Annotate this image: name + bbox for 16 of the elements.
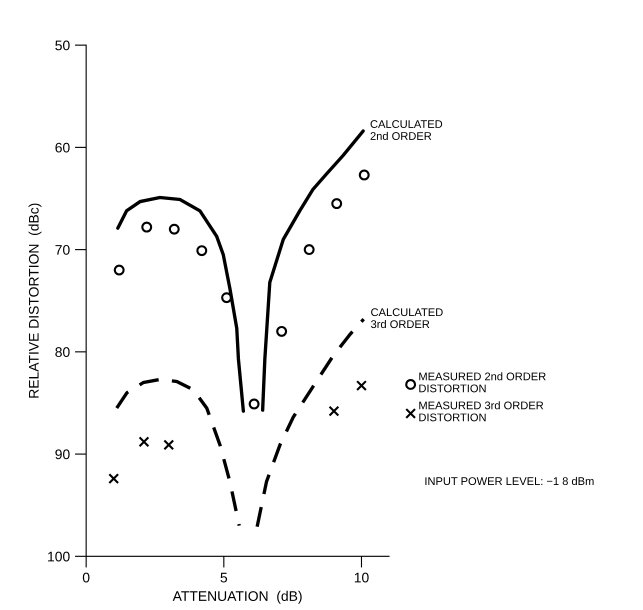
series-label: CALCULATED 2nd ORDER [370,120,442,140]
x-tick-label: 10 [354,572,369,582]
y-tick-label: 100 [48,552,70,562]
series-label: CALCULATED 3rd ORDER [370,308,443,328]
y-axis-title: RELATIVE DISTORTION (dBc) [28,204,42,398]
legend-label: MEASURED 3rd ORDER DISTORTION [419,401,544,422]
y-tick-label: 70 [55,244,70,255]
y-tick-label: 60 [55,142,70,153]
y-tick-label: 90 [55,449,70,460]
legend-label: MEASURED 2nd ORDER DISTORTION [419,372,546,392]
text: INPUT POWER LEVEL: −1 8 dBm [425,476,594,486]
x-tick-label: 5 [220,572,228,582]
y-tick-label: 80 [55,347,70,358]
y-tick-label: 50 [55,40,70,50]
x-tick-label: 0 [82,572,90,582]
x-axis-title: ATTENUATION (dB) [172,590,302,604]
